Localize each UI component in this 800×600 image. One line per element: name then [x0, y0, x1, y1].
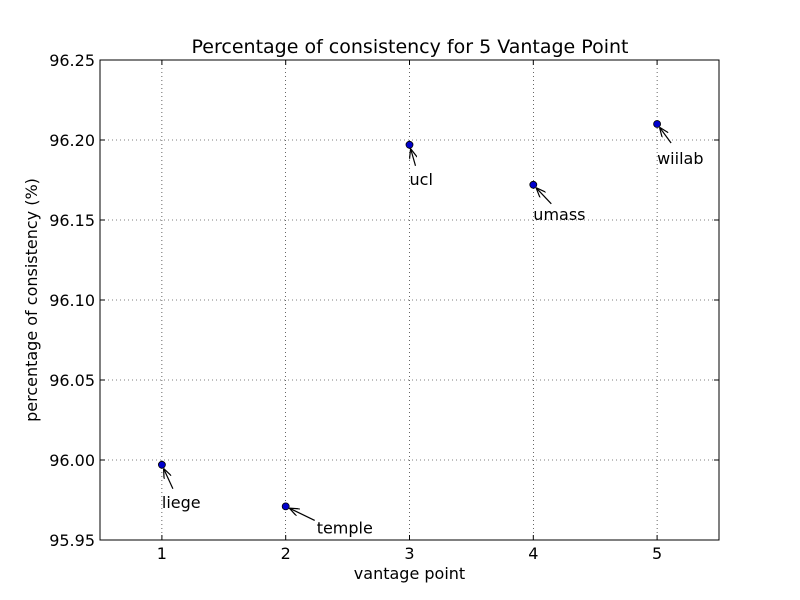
point-label: liege — [162, 493, 201, 512]
chart-title: Percentage of consistency for 5 Vantage … — [192, 36, 629, 58]
data-point — [157, 460, 166, 469]
annotation-arrow — [290, 509, 315, 521]
x-tick-label: 2 — [281, 544, 291, 563]
point-label: temple — [317, 518, 373, 537]
data-points — [157, 120, 661, 511]
x-tick-label: 1 — [157, 544, 167, 563]
data-point — [653, 120, 661, 128]
x-tick-label: 4 — [528, 544, 538, 563]
y-tick-label: 95.95 — [49, 531, 95, 550]
annotation-arrow — [660, 128, 672, 144]
point-label: umass — [533, 205, 585, 224]
y-tick-label: 96.15 — [49, 211, 95, 230]
x-axis-label: vantage point — [354, 564, 465, 583]
gridlines — [100, 59, 719, 541]
annotation-arrow — [537, 188, 552, 205]
axis-ticks: 1 2 3 4 5 95.95 96.00 96.05 96.10 96.15 96.20 96.25 — [49, 51, 719, 563]
point-label: wiilab — [657, 149, 703, 168]
x-tick-label: 3 — [404, 544, 414, 563]
point-label: ucl — [410, 170, 433, 189]
annotation-arrow — [164, 469, 174, 490]
data-point — [529, 180, 538, 189]
y-tick-label: 96.05 — [49, 371, 95, 390]
y-tick-label: 96.00 — [49, 451, 95, 470]
data-point — [405, 140, 414, 149]
x-tick-label: 5 — [652, 544, 662, 563]
annotations: liege temple ucl umass wiilab — [162, 128, 703, 537]
data-point — [281, 502, 290, 511]
y-tick-label: 96.25 — [49, 51, 95, 70]
y-tick-label: 96.10 — [49, 291, 95, 310]
y-tick-label: 96.20 — [49, 131, 95, 150]
y-axis-label: percentage of consistency (%) — [22, 178, 41, 422]
annotation-arrow — [411, 150, 416, 166]
